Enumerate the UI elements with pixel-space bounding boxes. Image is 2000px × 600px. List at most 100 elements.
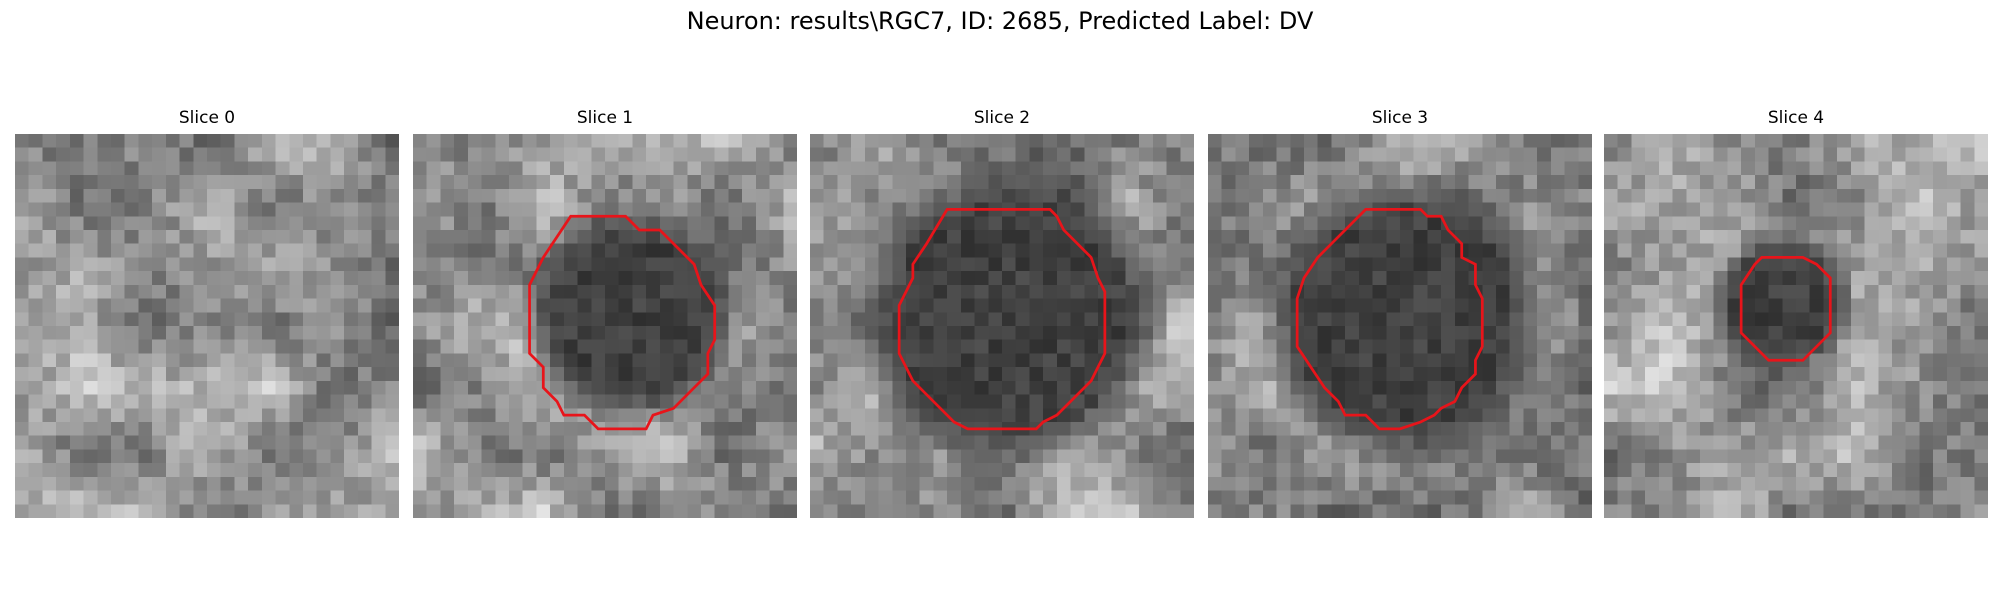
image-pixel: [1564, 147, 1579, 162]
image-pixel: [742, 476, 757, 491]
image-pixel: [1413, 394, 1428, 409]
image-pixel: [56, 312, 71, 327]
image-pixel: [1427, 312, 1442, 327]
segmentation-outline: [528, 214, 717, 431]
image-pixel: [56, 161, 71, 176]
image-pixel: [1754, 504, 1769, 518]
image-pixel: [1686, 504, 1701, 518]
image-pixel: [714, 408, 729, 423]
image-pixel: [1249, 490, 1264, 505]
image-pixel: [1043, 504, 1058, 518]
image-pixel: [1482, 147, 1497, 162]
image-pixel: [742, 367, 757, 382]
slice-panel-2: Slice 2: [810, 106, 1194, 518]
image-pixel: [783, 490, 797, 505]
image-pixel: [1741, 230, 1756, 244]
image-pixel: [220, 298, 235, 313]
image-pixel: [344, 326, 359, 340]
image-pixel: [1221, 339, 1236, 354]
image-pixel: [536, 298, 551, 313]
image-pixel: [152, 435, 167, 450]
image-pixel: [1768, 435, 1783, 450]
image-pixel: [509, 202, 523, 217]
image-pixel: [1180, 257, 1194, 272]
image-pixel: [1441, 476, 1456, 491]
image-pixel: [495, 134, 510, 148]
image-pixel: [1523, 408, 1538, 423]
image-pixel: [701, 380, 715, 395]
image-pixel: [1235, 463, 1250, 478]
image-pixel: [1276, 408, 1291, 423]
image-pixel: [618, 380, 633, 395]
image-pixel: [878, 339, 893, 354]
image-pixel: [385, 422, 399, 436]
image-pixel: [960, 284, 975, 299]
image-pixel: [1645, 490, 1660, 505]
image-pixel: [1166, 284, 1181, 299]
image-pixel: [1919, 463, 1934, 478]
image-pixel: [15, 257, 29, 272]
image-pixel: [1631, 175, 1646, 190]
image-pixel: [892, 394, 907, 409]
image-pixel: [509, 380, 523, 395]
image-pixel: [960, 216, 975, 231]
image-pixel: [1658, 188, 1673, 203]
image-pixel: [1564, 216, 1579, 231]
image-pixel: [1892, 216, 1906, 231]
image-pixel: [207, 504, 221, 518]
image-pixel: [1496, 216, 1510, 231]
image-pixel: [577, 449, 592, 464]
image-pixel: [207, 326, 221, 340]
image-pixel: [1386, 298, 1401, 313]
image-pixel: [495, 188, 510, 203]
image-pixel: [906, 175, 920, 190]
image-pixel: [591, 284, 606, 299]
image-pixel: [15, 490, 29, 505]
image-pixel: [1400, 326, 1414, 340]
image-pixel: [124, 257, 139, 272]
image-pixel: [1537, 147, 1552, 162]
image-pixel: [1139, 339, 1154, 354]
image-pixel: [1672, 202, 1687, 217]
image-pixel: [1496, 243, 1510, 258]
image-pixel: [1946, 284, 1961, 299]
image-pixel: [1221, 230, 1236, 244]
image-pixel: [974, 463, 989, 478]
image-pixel: [495, 298, 510, 313]
image-pixel: [1386, 161, 1401, 176]
image-pixel: [1413, 284, 1428, 299]
image-pixel: [1700, 147, 1714, 162]
image-pixel: [234, 202, 249, 217]
image-pixel: [605, 326, 619, 340]
image-pixel: [933, 257, 948, 272]
image-pixel: [1386, 284, 1401, 299]
image-pixel: [1345, 271, 1360, 286]
image-pixel: [261, 367, 276, 382]
image-pixel: [577, 463, 592, 478]
image-pixel: [1617, 435, 1632, 450]
image-pixel: [179, 312, 194, 327]
image-pixel: [933, 394, 948, 409]
image-pixel: [261, 271, 276, 286]
image-pixel: [1043, 230, 1058, 244]
image-pixel: [316, 161, 331, 176]
image-pixel: [687, 408, 702, 423]
image-pixel: [1523, 422, 1538, 436]
image-pixel: [1372, 408, 1387, 423]
image-pixel: [495, 243, 510, 258]
image-pixel: [1358, 380, 1373, 395]
image-pixel: [1496, 202, 1510, 217]
image-pixel: [1604, 202, 1618, 217]
image-pixel: [1304, 380, 1318, 395]
image-pixel: [1658, 271, 1673, 286]
image-pixel: [728, 339, 743, 354]
image-pixel: [1537, 243, 1552, 258]
image-pixel: [1221, 504, 1236, 518]
image-pixel: [1578, 339, 1592, 354]
image-pixel: [1604, 476, 1618, 491]
image-pixel: [933, 271, 948, 286]
image-pixel: [1864, 257, 1879, 272]
image-pixel: [701, 463, 715, 478]
image-pixel: [1180, 408, 1194, 423]
image-pixel: [687, 476, 702, 491]
